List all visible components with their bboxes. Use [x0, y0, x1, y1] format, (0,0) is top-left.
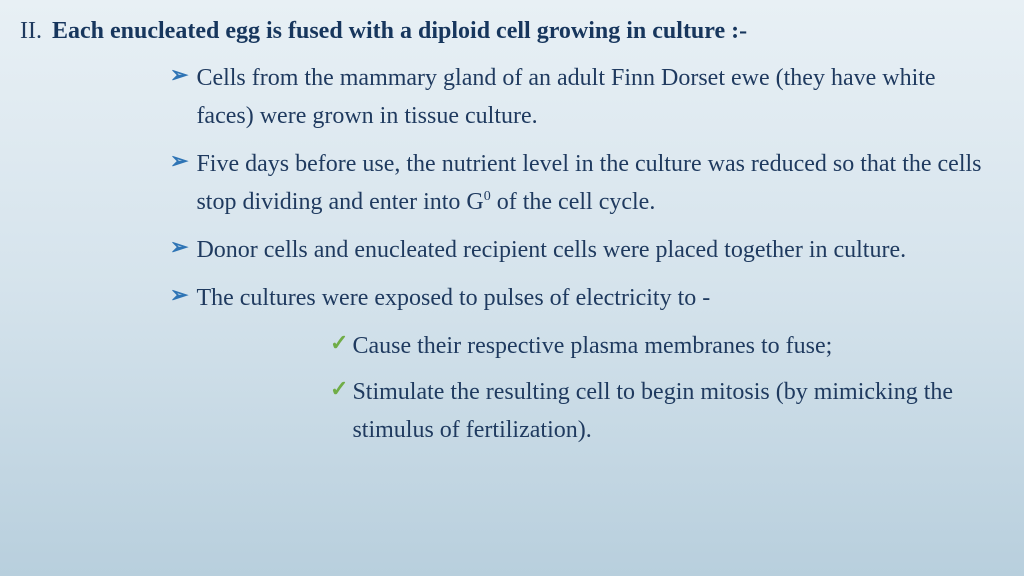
arrow-icon: ➢ [170, 279, 188, 311]
slide-heading: Each enucleated egg is fused with a dipl… [52, 18, 747, 45]
bullet-item: ➢ Cells from the mammary gland of an adu… [170, 59, 994, 135]
bullet-item: ➢ The cultures were exposed to pulses of… [170, 279, 994, 317]
check-icon: ✓ [330, 327, 348, 359]
arrow-icon: ➢ [170, 231, 188, 263]
bullet-list-level2: ✓ Cause their respective plasma membrane… [330, 327, 994, 449]
sub-bullet-text: Stimulate the resulting cell to begin mi… [352, 373, 994, 449]
arrow-icon: ➢ [170, 59, 188, 91]
bullet-text: The cultures were exposed to pulses of e… [196, 279, 710, 317]
bullet-text: Cells from the mammary gland of an adult… [196, 59, 994, 135]
arrow-icon: ➢ [170, 145, 188, 177]
roman-numeral: II. [20, 18, 44, 45]
sub-bullet-item: ✓ Cause their respective plasma membrane… [330, 327, 994, 365]
bullet-item: ➢ Five days before use, the nutrient lev… [170, 145, 994, 221]
bullet-text: Donor cells and enucleated recipient cel… [196, 231, 906, 269]
bullet-text: Five days before use, the nutrient level… [196, 145, 994, 221]
sub-bullet-text: Cause their respective plasma membranes … [352, 327, 832, 365]
superscript-zero: 0 [484, 189, 491, 204]
bullet-text-suffix: of the cell cycle. [491, 189, 656, 215]
slide-content: II. Each enucleated egg is fused with a … [0, 0, 1024, 477]
check-icon: ✓ [330, 373, 348, 405]
bullet-item: ➢ Donor cells and enucleated recipient c… [170, 231, 994, 269]
sub-bullet-item: ✓ Stimulate the resulting cell to begin … [330, 373, 994, 449]
heading-row: II. Each enucleated egg is fused with a … [20, 18, 994, 45]
bullet-list-level1: ➢ Cells from the mammary gland of an adu… [170, 59, 994, 317]
